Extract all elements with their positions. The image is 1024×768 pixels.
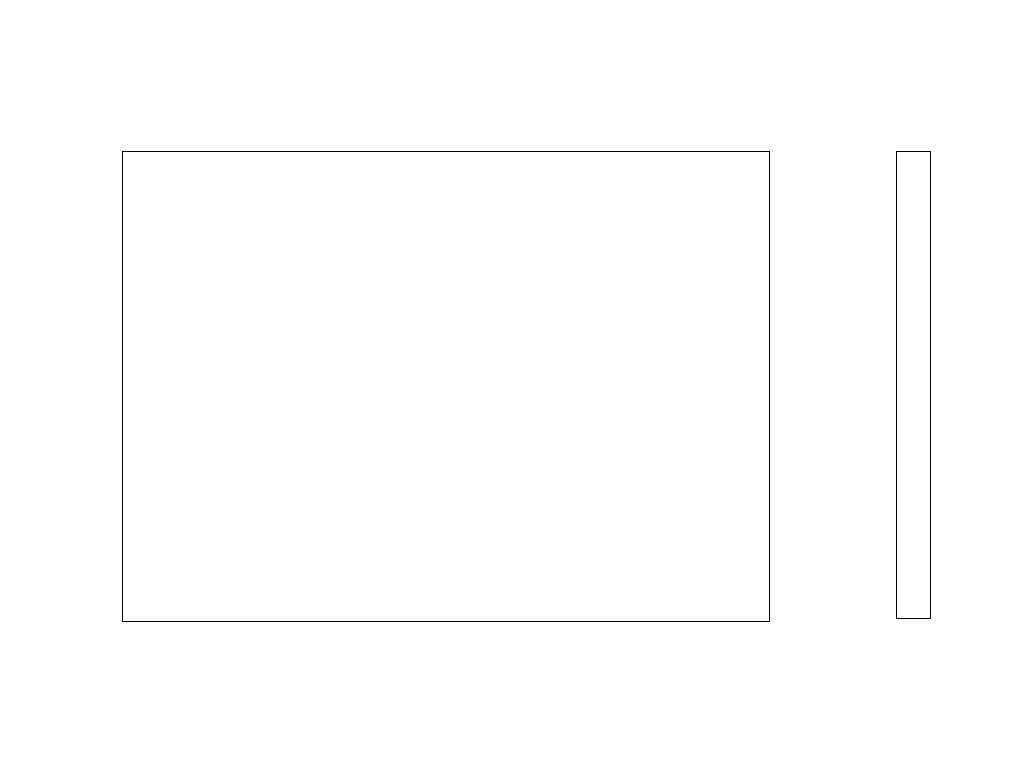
spectrogram-canvas	[123, 152, 768, 620]
chart-subtitle	[123, 119, 768, 135]
colorbar	[896, 151, 931, 619]
